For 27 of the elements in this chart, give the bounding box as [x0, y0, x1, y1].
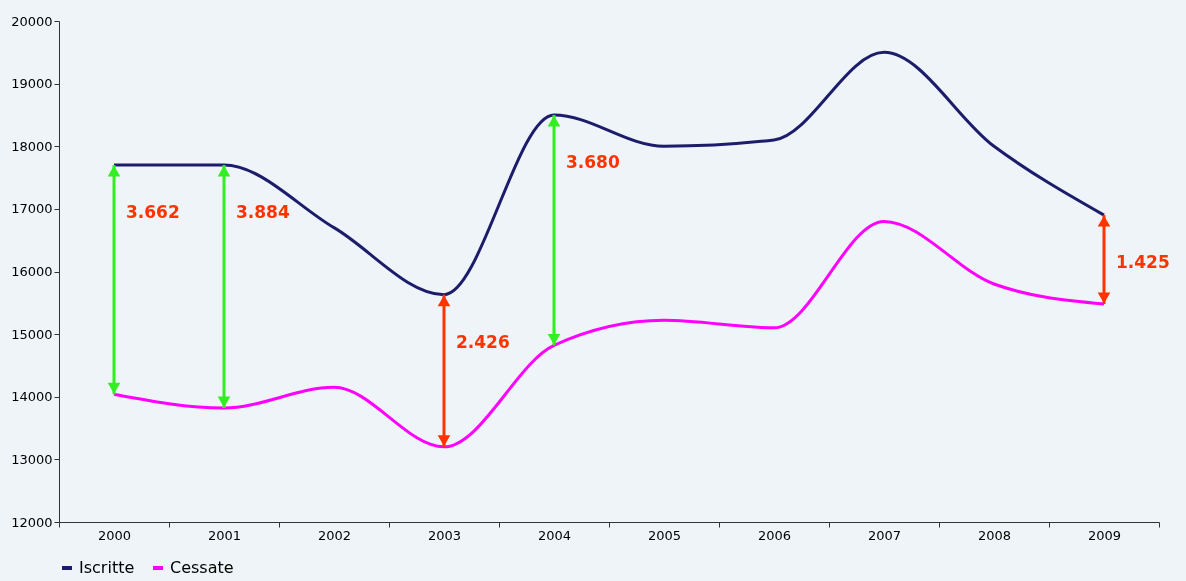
- legend-label: Cessate: [170, 558, 234, 577]
- legend-label: Iscritte: [79, 558, 135, 577]
- y-tick-label: 18000: [11, 138, 53, 154]
- x-tick-label: 2009: [1087, 527, 1122, 543]
- annotation: 3.884: [236, 202, 290, 223]
- x-tick-label: 2007: [867, 527, 902, 543]
- y-tick-label: 16000: [11, 264, 53, 279]
- y-tick-label: 15000: [11, 326, 53, 342]
- x-tick-label: 2002: [317, 527, 352, 543]
- x-tick-label: 2005: [647, 527, 682, 543]
- x-tick-label: 2006: [757, 527, 792, 543]
- y-tick-label: 19000: [11, 76, 53, 92]
- annotation: 1.425: [1116, 252, 1170, 273]
- x-tick-label: 2008: [977, 527, 1012, 543]
- y-tick-label: 13000: [11, 451, 53, 467]
- x-tick-label: 2001: [207, 527, 242, 543]
- x-tick-label: 2003: [427, 527, 462, 543]
- x-tick-label: 2004: [537, 527, 572, 543]
- y-tick-label: 17000: [11, 201, 53, 217]
- y-tick-label: 20000: [11, 13, 53, 29]
- x-tick-label: 2000: [97, 527, 132, 543]
- annotation: 3.680: [566, 151, 620, 172]
- annotation: 2.426: [456, 331, 510, 352]
- y-tick-label: 14000: [11, 389, 53, 405]
- line-series: [112, 219, 1106, 449]
- y-tick-label: 12000: [11, 514, 53, 530]
- annotation: 3.662: [126, 202, 180, 223]
